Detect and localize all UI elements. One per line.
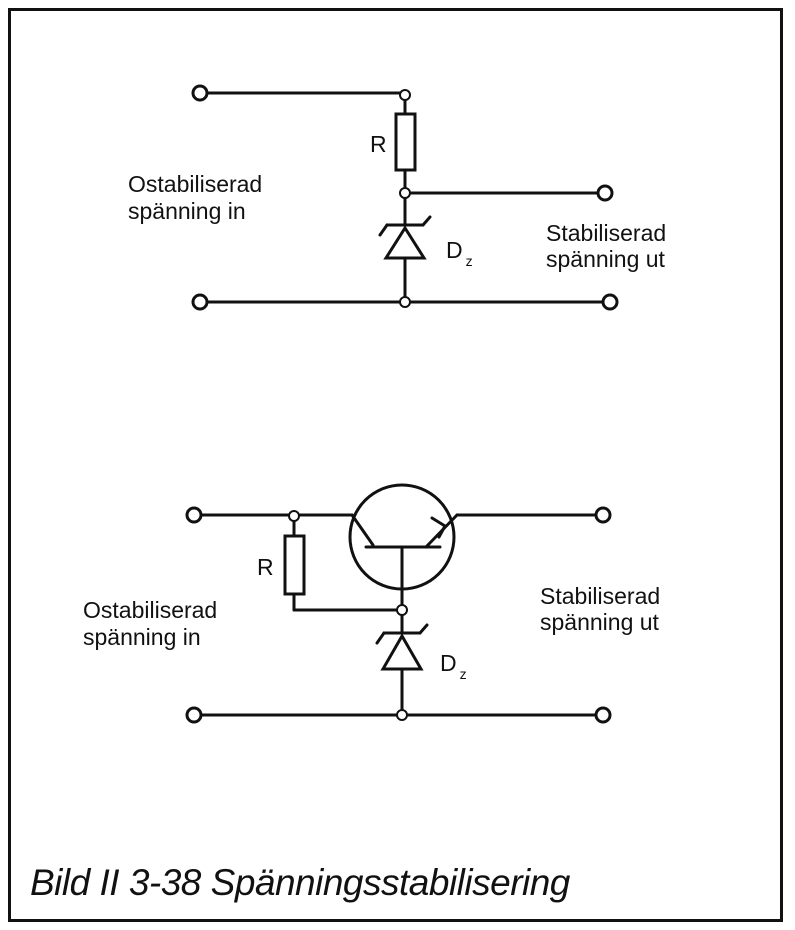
top-resistor <box>394 112 417 172</box>
bottom-junction-lower <box>396 709 408 721</box>
bottom-junction-middle <box>396 604 408 616</box>
bottom-zener-label-main: D <box>440 650 457 676</box>
bottom-zener-diode <box>375 623 429 671</box>
top-zener-label-main: D <box>446 237 463 263</box>
bottom-resistor <box>283 534 306 596</box>
bottom-terminal-in-upper <box>185 506 203 524</box>
bottom-input-label-line2: spänning in <box>83 624 201 650</box>
bottom-junction-base <box>288 510 300 522</box>
top-terminal-out-upper <box>596 184 614 202</box>
top-input-label-line2: spänning in <box>128 198 246 224</box>
top-output-label-line1: Stabiliserad <box>546 220 667 246</box>
bottom-input-label-line1: Ostabiliserad <box>83 597 218 623</box>
bottom-zener-label-subscript: z <box>459 666 467 682</box>
bottom-output-label-line2: spänning ut <box>540 609 659 635</box>
top-terminal-in-lower <box>191 293 209 311</box>
top-zener-label-subscript: z <box>465 253 473 269</box>
bottom-terminal-out-upper <box>594 506 612 524</box>
top-junction-middle <box>399 187 411 199</box>
top-junction-lower <box>399 296 411 308</box>
top-output-label-line2: spänning ut <box>546 246 665 272</box>
top-resistor-label: R <box>370 131 387 157</box>
bottom-resistor-label: R <box>257 554 274 580</box>
top-input-label-line1: Ostabiliserad <box>128 171 263 197</box>
top-junction-upper <box>399 89 411 101</box>
top-terminal-out-lower <box>601 293 619 311</box>
bottom-terminal-in-lower <box>185 706 203 724</box>
figure-caption: Bild II 3-38 Spänningsstabilisering <box>30 862 570 903</box>
bottom-transistor <box>348 483 459 612</box>
bottom-output-label-line1: Stabiliserad <box>540 583 661 609</box>
top-terminal-in-upper <box>191 84 209 102</box>
bottom-circuit <box>199 483 600 717</box>
bottom-terminal-out-lower <box>594 706 612 724</box>
